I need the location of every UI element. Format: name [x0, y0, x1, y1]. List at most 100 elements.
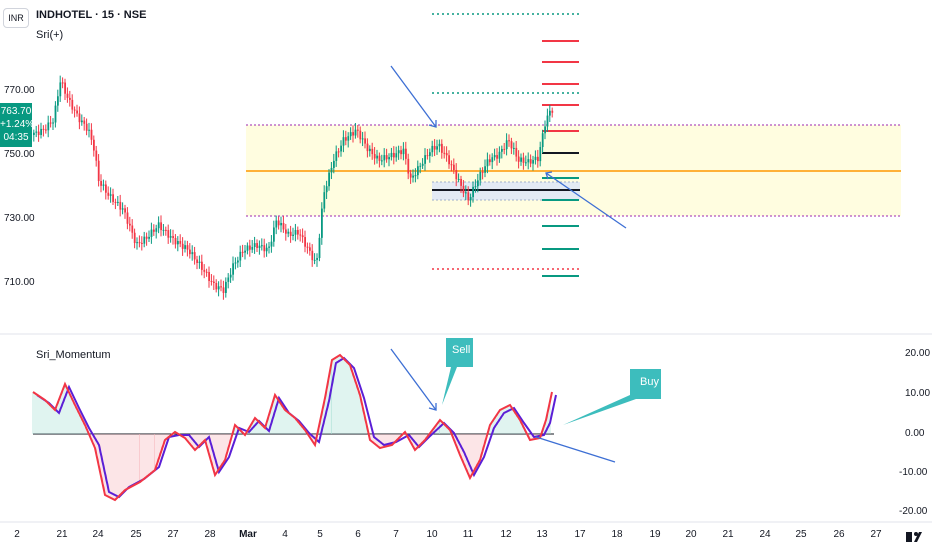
candle-body: [486, 159, 489, 167]
candle-body: [107, 192, 110, 196]
candle-body: [114, 201, 117, 203]
candle-body: [515, 147, 518, 157]
candle-body: [412, 175, 414, 178]
sell-arrow-main: [390, 65, 437, 128]
candle-body: [342, 137, 345, 146]
candle-body: [102, 184, 105, 186]
candle-body: [203, 269, 206, 272]
candle-body: [167, 230, 170, 238]
candle-body: [160, 222, 162, 231]
candle-body: [263, 245, 266, 252]
candle-body: [71, 99, 74, 110]
candle-body: [397, 150, 400, 154]
candle-body: [97, 160, 100, 182]
candle-body: [95, 150, 98, 161]
candle-body: [313, 259, 316, 261]
candle-body: [299, 234, 302, 236]
candle-body: [52, 122, 54, 124]
candle-body: [237, 260, 239, 263]
candle-body: [534, 156, 537, 161]
candle-body: [297, 230, 299, 235]
candle-body: [208, 272, 210, 282]
candle-body: [424, 155, 426, 164]
candle-body: [309, 247, 311, 251]
candle-body: [234, 262, 237, 264]
candle-body: [443, 152, 446, 154]
candle-body: [318, 237, 321, 259]
candle-body: [366, 143, 369, 152]
candle-body: [177, 241, 179, 245]
candle-body: [383, 155, 386, 161]
indicator-title[interactable]: Sri_Momentum: [36, 349, 111, 361]
candle-body: [395, 153, 398, 158]
candle-body: [33, 132, 35, 135]
time-label: 7: [393, 529, 399, 540]
candle-body: [157, 222, 160, 229]
candle-body: [337, 151, 340, 153]
sell-callout-text: Sell: [452, 344, 471, 356]
candle-body: [143, 236, 146, 244]
ind-label-0: 0.00: [905, 428, 925, 439]
candle-body: [273, 227, 275, 242]
candle-body: [457, 178, 460, 180]
candle-body: [369, 148, 371, 152]
candle-body: [549, 110, 551, 116]
candle-body: [448, 155, 450, 165]
currency-button[interactable]: INR: [3, 8, 29, 28]
candle-body: [172, 236, 174, 238]
time-label: 24: [759, 529, 771, 540]
candle-body: [465, 192, 467, 194]
symbol-title[interactable]: INDHOTEL · 15 · NSE: [36, 9, 147, 21]
time-label: 4: [282, 529, 288, 540]
candle-body: [54, 105, 57, 123]
candle-body: [277, 220, 280, 226]
candle-body: [131, 225, 134, 233]
candle-body: [42, 128, 45, 130]
candle-body: [174, 237, 177, 245]
candle-body: [270, 241, 273, 247]
candle-body: [136, 242, 138, 244]
candle-body: [501, 148, 503, 152]
bar-countdown: 04:35: [3, 132, 29, 143]
time-label: 2: [14, 529, 20, 540]
candle-body: [138, 242, 141, 244]
candle-body: [311, 250, 314, 261]
candle-body: [268, 246, 270, 248]
candle-body: [249, 245, 251, 250]
candle-body: [88, 129, 90, 131]
tradingview-logo: [906, 532, 922, 542]
candle-body: [489, 159, 491, 163]
candle-body: [414, 175, 417, 177]
candle-body: [83, 120, 86, 124]
current-price: 763.70: [0, 106, 32, 117]
candle-body: [239, 251, 242, 261]
candle-body: [455, 170, 458, 180]
candle-body: [467, 192, 470, 201]
candle-body: [126, 212, 129, 224]
candle-body: [69, 97, 71, 100]
candle-body: [294, 230, 297, 235]
candle-body: [520, 157, 522, 162]
time-label: 11: [462, 529, 474, 540]
candle-body: [112, 194, 114, 202]
buy-arrow-main: [545, 172, 627, 229]
candle-body: [436, 146, 438, 150]
candle-body: [289, 231, 292, 236]
candle-body: [381, 160, 383, 162]
time-label: 27: [167, 529, 179, 540]
sell-arrow-ind: [390, 348, 437, 411]
time-label: 13: [536, 529, 548, 540]
candle-body: [124, 208, 126, 213]
candle-body: [349, 132, 352, 137]
price-label-770: 770.00: [4, 85, 35, 96]
candle-body: [153, 229, 155, 232]
candle-body: [40, 128, 42, 135]
candle-body: [37, 131, 40, 135]
candle-body: [390, 152, 393, 158]
time-label: 6: [355, 529, 361, 540]
candle-body: [45, 129, 47, 131]
study-label[interactable]: Sri(+): [36, 29, 64, 41]
candle-body: [364, 138, 366, 144]
